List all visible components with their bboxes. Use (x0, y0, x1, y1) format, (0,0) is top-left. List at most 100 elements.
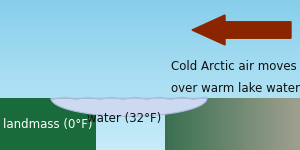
Bar (276, 98, 280, 150)
Bar (0, 63, 300, 65)
Bar (0, 110, 300, 112)
Bar (0, 108, 300, 110)
Bar (0, 65, 300, 68)
Bar (0, 90, 300, 93)
Bar (182, 98, 185, 150)
Bar (0, 35, 300, 38)
Bar (0, 75, 300, 78)
Bar (290, 98, 293, 150)
Bar (283, 98, 286, 150)
Bar (178, 98, 182, 150)
Bar (0, 117, 300, 120)
Bar (286, 98, 290, 150)
Bar (256, 98, 260, 150)
Bar (0, 140, 300, 142)
Bar (0, 45, 300, 48)
Bar (273, 98, 276, 150)
Bar (0, 93, 300, 95)
Bar (0, 102, 300, 105)
Bar (0, 15, 300, 18)
Bar (239, 98, 243, 150)
Bar (0, 98, 300, 100)
Bar (0, 27, 300, 30)
Bar (0, 42, 300, 45)
Bar (0, 20, 300, 22)
FancyArrow shape (192, 15, 291, 45)
Bar (175, 98, 178, 150)
Bar (0, 95, 300, 98)
Bar (297, 98, 300, 150)
Bar (0, 68, 300, 70)
Bar (0, 135, 300, 138)
Bar (243, 98, 246, 150)
Bar (0, 0, 300, 3)
Bar (0, 5, 300, 8)
Bar (0, 22, 300, 25)
Bar (206, 98, 209, 150)
Bar (0, 80, 300, 82)
Bar (0, 3, 300, 5)
Bar (195, 98, 199, 150)
Bar (216, 98, 219, 150)
Bar (226, 98, 229, 150)
Bar (0, 55, 300, 57)
Bar (0, 30, 300, 33)
Bar (209, 98, 212, 150)
Bar (236, 98, 239, 150)
Bar (172, 98, 175, 150)
Text: water (32°F): water (32°F) (87, 112, 162, 125)
Bar (0, 138, 300, 140)
Bar (0, 130, 300, 132)
Bar (0, 40, 300, 42)
Bar (0, 132, 300, 135)
Bar (202, 98, 206, 150)
Bar (0, 147, 300, 150)
Text: over warm lake waters.: over warm lake waters. (171, 82, 300, 96)
Bar (0, 33, 300, 35)
Bar (0, 125, 300, 127)
Bar (0, 128, 300, 130)
Bar (189, 98, 192, 150)
Bar (246, 98, 249, 150)
Bar (0, 82, 300, 85)
Bar (293, 98, 297, 150)
Bar (280, 98, 283, 150)
Bar (0, 120, 300, 123)
Bar (168, 98, 172, 150)
Bar (270, 98, 273, 150)
Bar (249, 98, 253, 150)
Bar (0, 123, 300, 125)
Bar (0, 98, 96, 150)
Bar (0, 112, 300, 115)
Bar (0, 78, 300, 80)
Bar (192, 98, 195, 150)
Bar (222, 98, 226, 150)
Bar (0, 100, 300, 102)
Bar (185, 98, 189, 150)
Bar (232, 98, 236, 150)
Text: Cold Arctic air moves: Cold Arctic air moves (171, 60, 297, 73)
Bar (260, 98, 263, 150)
Bar (219, 98, 222, 150)
Bar (263, 98, 266, 150)
Bar (0, 142, 300, 145)
Bar (0, 25, 300, 27)
Polygon shape (51, 98, 207, 116)
Bar (212, 98, 216, 150)
Bar (0, 52, 300, 55)
Bar (0, 18, 300, 20)
Bar (165, 98, 168, 150)
Bar (0, 72, 300, 75)
Bar (0, 87, 300, 90)
Bar (0, 10, 300, 12)
Bar (199, 98, 202, 150)
Bar (0, 57, 300, 60)
Bar (229, 98, 233, 150)
Text: landmass (0°F): landmass (0°F) (3, 118, 92, 131)
Bar (0, 70, 300, 72)
Bar (0, 50, 300, 52)
Bar (0, 115, 300, 117)
Bar (0, 85, 300, 87)
Bar (0, 48, 300, 50)
Bar (253, 98, 256, 150)
